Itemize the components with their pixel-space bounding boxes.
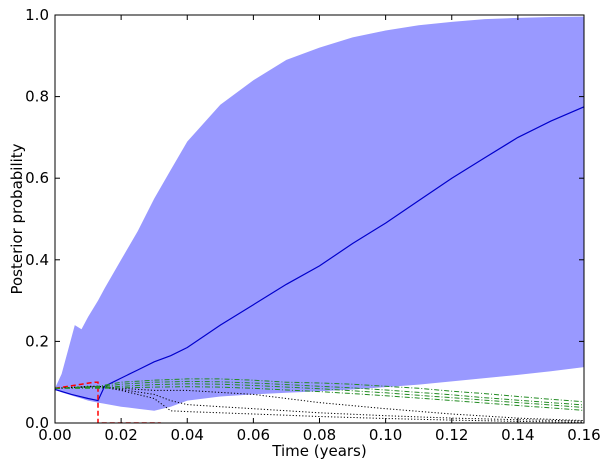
x-tick-label: 0.00	[38, 426, 71, 444]
axis-ticks: 0.00 0.02 0.04 0.06 0.08 0.10 0.12 0.14 0.16 0.0 0…	[25, 6, 601, 444]
y-tick-label: 0.4	[25, 251, 49, 269]
y-tick-label: 0.6	[25, 169, 49, 187]
y-tick-label: 0.8	[25, 88, 49, 106]
x-tick-label: 0.12	[435, 426, 468, 444]
x-tick-label: 0.14	[501, 426, 534, 444]
series-line-5	[55, 385, 584, 422]
y-tick-label: 0.2	[25, 332, 49, 350]
series-line-1	[55, 106, 584, 402]
credible-interval-band	[55, 16, 584, 411]
y-axis-label: Posterior probability	[8, 143, 26, 294]
series-line-9	[55, 386, 584, 411]
series-line-3	[55, 385, 584, 422]
x-tick-label: 0.10	[369, 426, 402, 444]
series-line-6	[55, 378, 584, 403]
y-tick-label: 0.0	[25, 414, 49, 432]
series-line-7	[55, 380, 584, 406]
y-tick-label: 1.0	[25, 6, 49, 24]
x-tick-label: 0.04	[171, 426, 204, 444]
series-line-8	[55, 383, 584, 408]
series-line-4	[55, 385, 584, 423]
x-tick-label: 0.16	[567, 426, 600, 444]
x-tick-label: 0.06	[237, 426, 270, 444]
x-axis-label: Time (years)	[271, 442, 366, 459]
x-tick-label: 0.08	[303, 426, 336, 444]
x-tick-label: 0.02	[104, 426, 137, 444]
plot-frame	[54, 14, 585, 424]
plot-area	[55, 16, 584, 423]
